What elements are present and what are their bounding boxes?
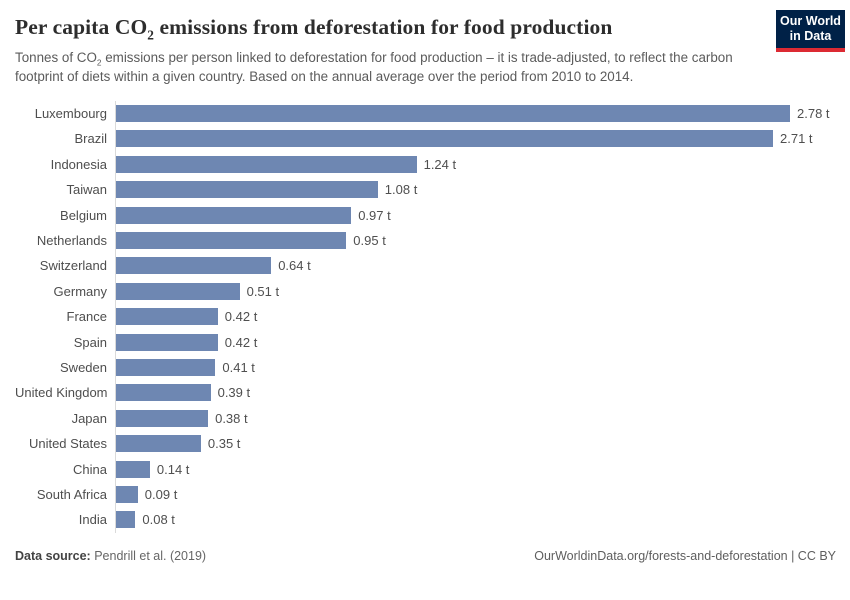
country-label: United Kingdom bbox=[15, 385, 108, 401]
chart-row: Belgium 0.97 t bbox=[15, 202, 835, 228]
owid-link[interactable]: OurWorldinData.org/forests-and-deforesta… bbox=[534, 548, 836, 563]
bar-track: 0.42 t bbox=[115, 329, 835, 355]
country-label: Belgium bbox=[60, 207, 107, 223]
value-label: 0.39 t bbox=[217, 385, 251, 401]
bar-track: 0.35 t bbox=[115, 430, 835, 457]
chart-row: Spain 0.42 t bbox=[15, 329, 835, 355]
value-label: 0.42 t bbox=[224, 334, 258, 350]
value-label: 0.95 t bbox=[353, 233, 386, 249]
country-label: Germany bbox=[53, 283, 107, 299]
country-label: France bbox=[66, 309, 107, 325]
bar-track: 0.42 t bbox=[115, 304, 835, 330]
value-label: 0.09 t bbox=[144, 486, 178, 502]
bar-track: 2.71 t bbox=[115, 126, 835, 152]
value-label: 0.51 t bbox=[246, 283, 280, 299]
bar-track: 0.41 t bbox=[115, 354, 835, 381]
bar[interactable] bbox=[116, 409, 209, 427]
data-source-text: Pendrill et al. (2019) bbox=[90, 548, 207, 563]
value-label: 0.42 t bbox=[224, 309, 258, 325]
chart-row: Brazil 2.71 t bbox=[15, 126, 835, 152]
chart-footer: Data source: Pendrill et al. (2019) OurW… bbox=[0, 549, 850, 563]
chart-header: Per capita CO2 emissions from deforestat… bbox=[0, 0, 850, 87]
value-label: 0.35 t bbox=[207, 436, 241, 452]
value-label: 2.71 t bbox=[780, 131, 813, 147]
bar[interactable] bbox=[116, 308, 218, 326]
country-label: Indonesia bbox=[50, 156, 107, 172]
value-label: 2.78 t bbox=[797, 106, 830, 122]
bar-track: 0.51 t bbox=[115, 278, 835, 304]
bar-track: 0.95 t bbox=[115, 227, 835, 254]
bar[interactable] bbox=[116, 435, 201, 453]
bar[interactable] bbox=[116, 257, 272, 275]
page-title: Per capita CO2 emissions from deforestat… bbox=[15, 15, 613, 43]
chart: Luxembourg 2.78 t Brazil 2.71 t Indonesia 1.2… bbox=[0, 100, 850, 533]
bar[interactable] bbox=[116, 105, 790, 123]
bar-track: 0.09 t bbox=[115, 481, 835, 508]
chart-row: South Africa 0.09 t bbox=[15, 481, 835, 508]
chart-subtitle: Tonnes of CO2 emissions per person linke… bbox=[15, 49, 733, 85]
bar[interactable] bbox=[116, 130, 773, 148]
chart-row: Sweden 0.41 t bbox=[15, 354, 835, 381]
country-label: Japan bbox=[71, 410, 107, 426]
chart-row: China 0.14 t bbox=[15, 456, 835, 482]
country-label: Switzerland bbox=[39, 258, 107, 274]
chart-row: India 0.08 t bbox=[15, 507, 835, 533]
country-label: Sweden bbox=[60, 359, 107, 375]
chart-row: France 0.42 t bbox=[15, 304, 835, 330]
chart-row: United States 0.35 t bbox=[15, 430, 835, 457]
chart-row: Taiwan 1.08 t bbox=[15, 177, 835, 203]
bar-track: 1.24 t bbox=[115, 151, 835, 178]
chart-row: United Kingdom 0.39 t bbox=[15, 380, 835, 406]
bar-track: 0.64 t bbox=[115, 253, 835, 279]
bar[interactable] bbox=[116, 460, 150, 478]
chart-row: Indonesia 1.24 t bbox=[15, 151, 835, 178]
bar-track: 0.38 t bbox=[115, 405, 835, 431]
owid-logo-line1: Our World bbox=[780, 14, 841, 28]
bar-track: 0.39 t bbox=[115, 380, 835, 406]
value-label: 0.64 t bbox=[278, 258, 311, 274]
bar[interactable] bbox=[116, 358, 216, 376]
country-label: Spain bbox=[73, 334, 107, 350]
country-label: Luxembourg bbox=[34, 106, 107, 122]
country-label: China bbox=[73, 461, 107, 477]
chart-row: Japan 0.38 t bbox=[15, 405, 835, 431]
chart-row: Switzerland 0.64 t bbox=[15, 253, 835, 279]
bar[interactable] bbox=[116, 485, 138, 503]
bar-track: 1.08 t bbox=[115, 177, 835, 203]
country-label: Brazil bbox=[74, 131, 107, 147]
country-label: India bbox=[78, 512, 107, 528]
country-label: South Africa bbox=[36, 486, 107, 502]
bar-track: 0.14 t bbox=[115, 456, 835, 482]
bar[interactable] bbox=[116, 155, 417, 173]
bar-track: 0.97 t bbox=[115, 202, 835, 228]
bar[interactable] bbox=[116, 282, 240, 300]
country-label: Taiwan bbox=[66, 182, 107, 198]
bar[interactable] bbox=[116, 181, 378, 199]
chart-row: Luxembourg 2.78 t bbox=[15, 100, 835, 127]
bar-track: 2.78 t bbox=[115, 100, 835, 127]
value-label: 1.08 t bbox=[384, 182, 418, 198]
bar[interactable] bbox=[116, 232, 347, 250]
value-label: 0.41 t bbox=[222, 359, 255, 375]
bar[interactable] bbox=[116, 333, 218, 351]
value-label: 0.08 t bbox=[142, 512, 175, 528]
data-source: Data source: Pendrill et al. (2019) bbox=[15, 549, 206, 563]
chart-row: Netherlands 0.95 t bbox=[15, 227, 835, 254]
country-label: United States bbox=[28, 436, 107, 452]
bar[interactable] bbox=[116, 384, 211, 402]
data-source-label: Data source: bbox=[15, 548, 91, 563]
country-label: Netherlands bbox=[36, 233, 107, 249]
value-label: 0.97 t bbox=[358, 207, 391, 223]
value-label: 0.14 t bbox=[156, 461, 190, 477]
value-label: 1.24 t bbox=[423, 156, 457, 172]
value-label: 0.38 t bbox=[215, 410, 248, 426]
owid-logo[interactable]: Our World in Data bbox=[776, 10, 845, 52]
chart-row: Germany 0.51 t bbox=[15, 278, 835, 304]
bar[interactable] bbox=[116, 206, 352, 224]
owid-logo-line2: in Data bbox=[789, 29, 832, 43]
bar-track: 0.08 t bbox=[115, 507, 835, 533]
bar[interactable] bbox=[116, 511, 136, 529]
